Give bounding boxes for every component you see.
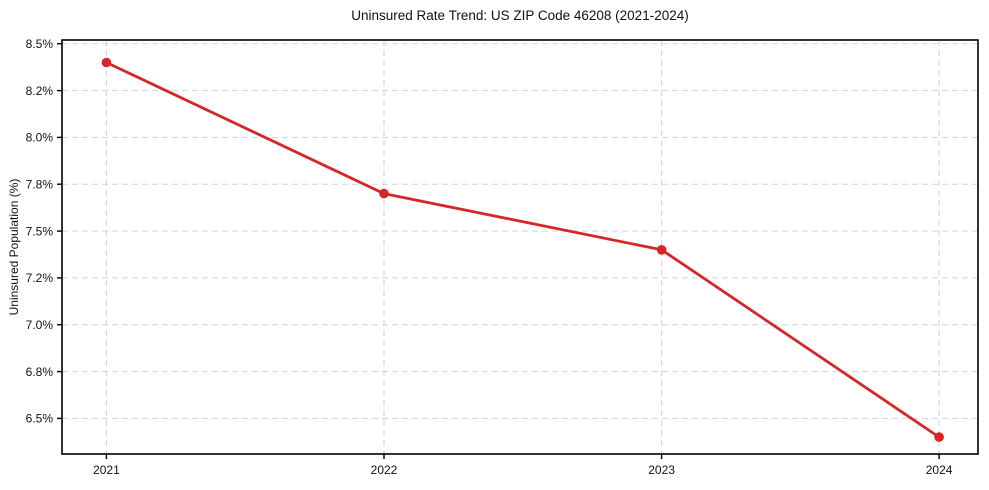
y-tick-label: 7.5% [26, 224, 54, 238]
data-point-marker [656, 245, 667, 255]
y-tick-label: 8.5% [26, 37, 54, 51]
y-tick-label: 7.8% [26, 177, 54, 191]
x-tick-label: 2023 [648, 463, 675, 477]
y-tick-label: 8.2% [26, 84, 54, 98]
y-tick-label: 6.5% [26, 412, 54, 426]
chart-title: Uninsured Rate Trend: US ZIP Code 46208 … [351, 8, 689, 23]
data-point-marker [379, 188, 389, 199]
y-tick-label: 7.2% [26, 271, 54, 285]
y-tick-label: 6.8% [26, 365, 54, 379]
data-point-marker [934, 432, 944, 442]
x-tick-label: 2021 [93, 463, 120, 477]
data-point-marker [101, 57, 112, 68]
x-tick-label: 2024 [926, 463, 953, 477]
axes-frame [61, 39, 979, 455]
x-tick-label: 2022 [371, 463, 398, 477]
y-tick-label: 8.0% [26, 131, 54, 145]
trend-line [105, 61, 941, 439]
y-tick-label: 7.0% [26, 318, 54, 332]
